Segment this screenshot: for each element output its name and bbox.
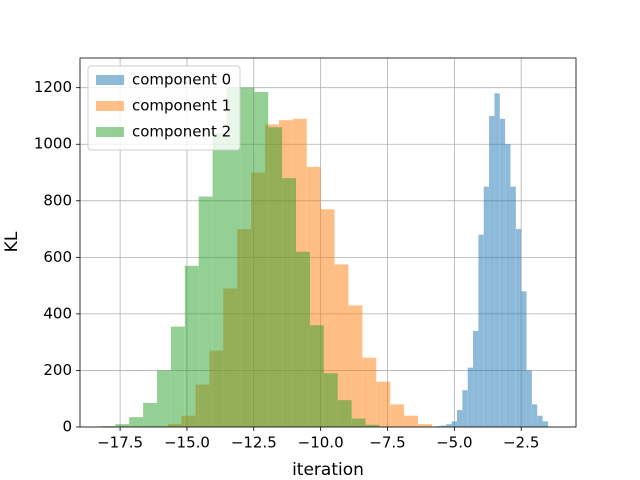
bar (537, 415, 543, 427)
bar (417, 424, 432, 427)
bar (505, 144, 511, 427)
bar (226, 87, 241, 428)
x-tick-label: −5.0 (436, 434, 472, 452)
bar (515, 229, 522, 427)
y-tick-label: 600 (43, 248, 72, 266)
x-tick-label: −15.0 (164, 434, 210, 452)
bar (362, 357, 377, 427)
bar (483, 186, 490, 427)
bar (296, 251, 310, 427)
bar (115, 424, 130, 427)
y-axis-label: KL (2, 231, 22, 252)
bar (351, 418, 366, 427)
bar (521, 291, 527, 427)
bar (337, 400, 352, 427)
bar (323, 373, 338, 427)
bar (467, 367, 474, 427)
plot-frame (79, 57, 577, 428)
series (435, 93, 548, 428)
y-tick-label: 800 (43, 191, 72, 209)
legend-swatch (96, 75, 124, 85)
bar (473, 330, 479, 427)
bar (365, 424, 380, 427)
bar (320, 209, 335, 427)
bar (212, 132, 227, 427)
bar (184, 265, 199, 427)
y-tick-label: 400 (43, 304, 72, 322)
x-tick-label: −7.5 (369, 434, 405, 452)
bar (309, 325, 324, 427)
legend-swatch (96, 101, 124, 111)
bar (489, 115, 495, 427)
bar (268, 127, 283, 427)
bar (101, 426, 116, 427)
x-tick-label: −10.0 (298, 434, 344, 452)
bar (451, 421, 458, 427)
bar (526, 370, 532, 427)
legend-label: component 0 (132, 71, 231, 89)
bar (404, 415, 418, 427)
bar (334, 264, 349, 427)
legend-label: component 2 (132, 123, 231, 141)
bar (129, 417, 144, 427)
bar (462, 390, 468, 427)
bar (510, 186, 516, 427)
bar (542, 421, 548, 427)
bar (494, 93, 500, 428)
legend-label: component 1 (132, 97, 231, 115)
x-axis-label: iteration (292, 460, 364, 480)
bar (478, 234, 484, 427)
bar (348, 305, 363, 427)
bar (157, 370, 171, 427)
bar (435, 426, 441, 427)
y-tick-label: 1200 (34, 78, 72, 96)
bar (170, 326, 185, 427)
bar (390, 404, 405, 427)
y-tick-label: 1000 (34, 135, 72, 153)
bar (376, 381, 391, 427)
series (101, 87, 380, 428)
bar (143, 402, 158, 427)
legend-swatch (96, 127, 124, 137)
legend-box (87, 65, 241, 151)
y-tick-label: 200 (43, 361, 72, 379)
bar (457, 410, 463, 427)
bar (440, 425, 447, 427)
bar (254, 91, 269, 428)
bar (240, 87, 255, 428)
bar (282, 178, 297, 427)
x-tick-label: −2.5 (503, 434, 539, 452)
x-tick-label: −12.5 (231, 434, 277, 452)
x-tick-label: −17.5 (97, 434, 143, 452)
bar (446, 424, 452, 427)
bar (499, 118, 506, 428)
bar (531, 404, 538, 427)
y-tick-label: 0 (62, 418, 72, 436)
bar (198, 196, 213, 427)
